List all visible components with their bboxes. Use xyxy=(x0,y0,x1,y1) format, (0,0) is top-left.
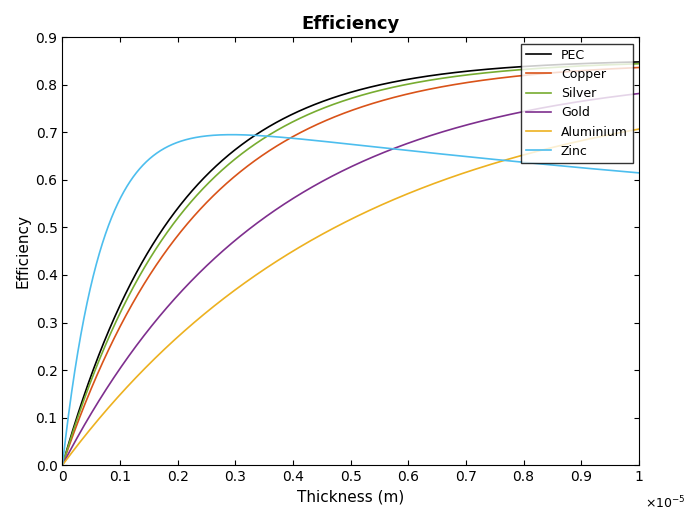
Gold xyxy=(561,101,570,107)
PEC xyxy=(624,59,632,65)
Zinc xyxy=(279,134,288,141)
Zinc xyxy=(58,462,66,468)
Zinc xyxy=(124,181,132,187)
Copper xyxy=(635,65,643,71)
PEC xyxy=(58,462,66,468)
Zinc xyxy=(304,136,313,143)
Zinc xyxy=(624,169,632,175)
Silver xyxy=(124,294,132,300)
Silver xyxy=(635,60,643,67)
Aluminium xyxy=(304,239,313,245)
Title: Efficiency: Efficiency xyxy=(302,15,400,33)
Silver xyxy=(58,462,66,468)
Copper xyxy=(561,69,570,75)
Copper xyxy=(58,462,66,468)
Copper xyxy=(304,125,313,132)
Text: $\times10^{-5}$: $\times10^{-5}$ xyxy=(645,495,685,512)
Copper xyxy=(279,139,288,145)
Line: Copper: Copper xyxy=(62,68,639,465)
Gold xyxy=(279,202,288,208)
PEC xyxy=(304,104,313,110)
Silver xyxy=(304,111,313,118)
Aluminium xyxy=(624,128,632,134)
Zinc xyxy=(635,170,643,176)
Line: Zinc: Zinc xyxy=(62,135,639,465)
PEC xyxy=(124,286,132,292)
Copper xyxy=(124,308,132,314)
Aluminium xyxy=(58,462,66,468)
Aluminium xyxy=(124,383,132,389)
Line: Gold: Gold xyxy=(62,93,639,465)
Gold xyxy=(635,90,643,97)
Gold xyxy=(304,186,313,192)
Gold xyxy=(158,310,167,316)
Y-axis label: Efficiency: Efficiency xyxy=(15,214,30,288)
Line: Silver: Silver xyxy=(62,64,639,465)
Gold xyxy=(58,462,66,468)
X-axis label: Thickness (m): Thickness (m) xyxy=(297,489,405,505)
Copper xyxy=(158,253,167,259)
Gold xyxy=(624,92,632,98)
Aluminium xyxy=(561,141,570,148)
PEC xyxy=(279,116,288,122)
Aluminium xyxy=(635,126,643,132)
Zinc xyxy=(228,132,236,138)
Silver xyxy=(561,64,570,70)
Aluminium xyxy=(158,348,167,354)
Silver xyxy=(158,236,167,243)
Zinc xyxy=(158,146,167,153)
Silver xyxy=(624,61,632,67)
Line: Aluminium: Aluminium xyxy=(62,129,639,465)
Gold xyxy=(124,354,132,360)
Line: PEC: PEC xyxy=(62,62,639,465)
PEC xyxy=(561,61,570,67)
Zinc xyxy=(561,163,570,170)
PEC xyxy=(635,59,643,65)
Silver xyxy=(279,123,288,130)
Copper xyxy=(624,65,632,71)
Aluminium xyxy=(279,254,288,260)
PEC xyxy=(158,226,167,233)
Legend: PEC, Copper, Silver, Gold, Aluminium, Zinc: PEC, Copper, Silver, Gold, Aluminium, Zi… xyxy=(521,44,633,163)
